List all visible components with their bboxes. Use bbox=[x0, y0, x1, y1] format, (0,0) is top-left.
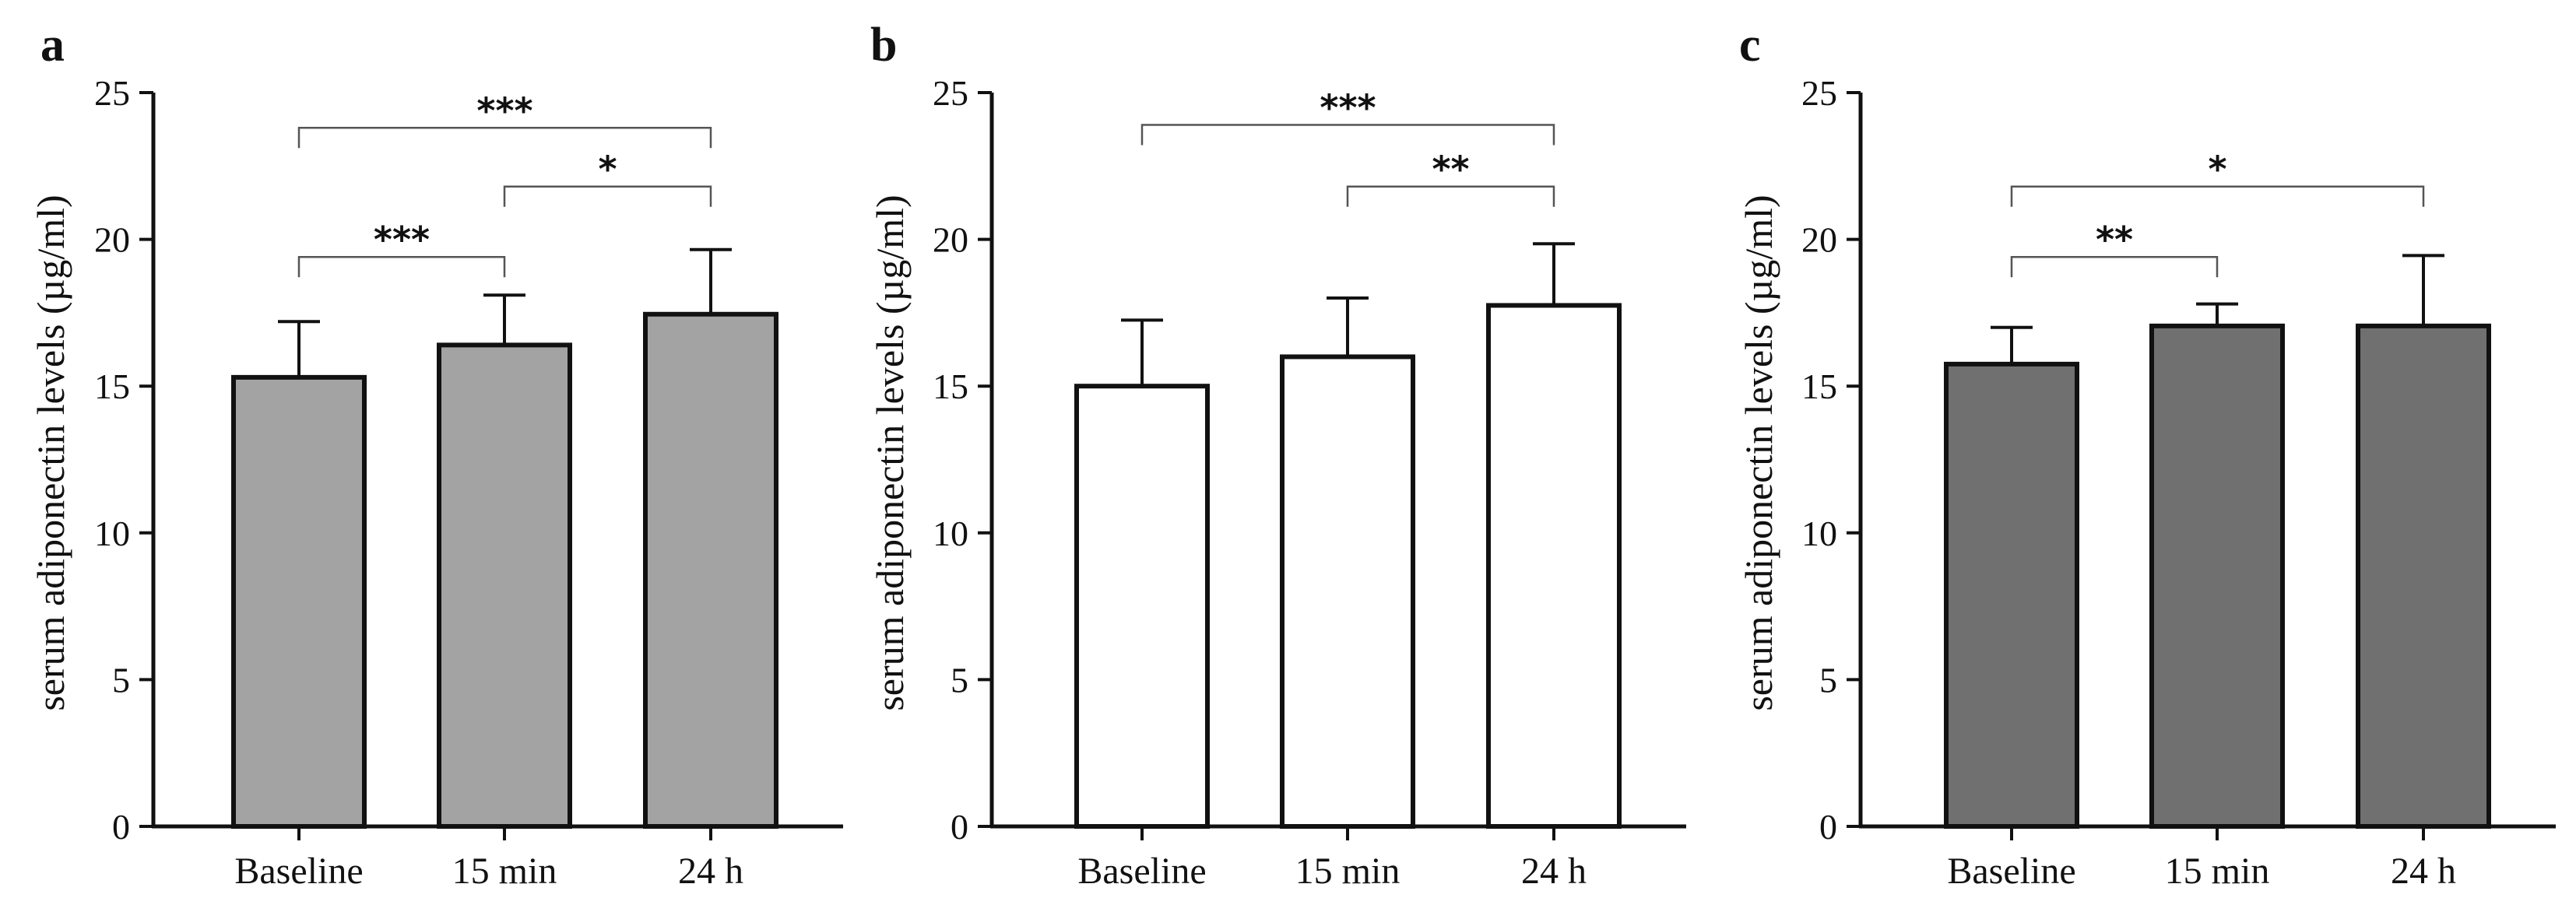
x-tick-label: 15 min bbox=[2165, 851, 2270, 892]
significance-label: ** bbox=[1432, 149, 1469, 191]
y-tick-label: 20 bbox=[933, 220, 968, 260]
y-tick-label: 15 bbox=[1801, 367, 1837, 406]
bar bbox=[437, 342, 572, 829]
y-tick-label: 15 bbox=[94, 367, 130, 406]
x-tick-label: 15 min bbox=[452, 851, 557, 892]
panel-c-letter: c bbox=[1739, 19, 1761, 72]
bar bbox=[1074, 384, 1210, 829]
significance-label: * bbox=[2208, 149, 2226, 191]
significance-bracket bbox=[1346, 185, 1555, 207]
significance-bracket bbox=[2010, 185, 2425, 207]
bar bbox=[2149, 323, 2285, 829]
panel-a-letter: a bbox=[40, 19, 65, 72]
y-tick-label: 10 bbox=[1801, 514, 1837, 553]
y-tick-label: 25 bbox=[94, 73, 130, 113]
y-tick-label: 0 bbox=[951, 807, 968, 847]
significance-bracket bbox=[297, 255, 506, 278]
significance-bracket bbox=[297, 127, 712, 149]
significance-label: *** bbox=[1320, 86, 1376, 128]
y-tick-label: 5 bbox=[951, 660, 968, 700]
y-tick-label: 5 bbox=[1819, 660, 1837, 700]
significance-bracket bbox=[1140, 124, 1555, 146]
bar bbox=[1280, 354, 1415, 830]
bar bbox=[1944, 361, 2079, 830]
x-tick-label: Baseline bbox=[1947, 851, 2075, 892]
panel-b-letter: b bbox=[870, 19, 897, 72]
panel-c: c serum adiponectin levels (µg/ml) 0 5 10 1… bbox=[1737, 19, 2556, 892]
y-tick-label: 25 bbox=[933, 73, 968, 113]
y-tick-label: 0 bbox=[1819, 807, 1837, 847]
panel-c-y-axis-title: serum adiponectin levels (µg/ml) bbox=[1737, 195, 1780, 710]
significance-label: ** bbox=[2096, 219, 2133, 261]
significance-label: *** bbox=[374, 219, 430, 261]
panel-a-y-axis-title: serum adiponectin levels (µg/ml) bbox=[29, 195, 72, 710]
bar bbox=[2356, 323, 2491, 829]
y-tick-label: 20 bbox=[94, 220, 130, 260]
x-tick-label: 15 min bbox=[1295, 851, 1400, 892]
x-tick-label: Baseline bbox=[234, 851, 363, 892]
significance-bracket bbox=[503, 185, 712, 207]
y-tick-label: 25 bbox=[1801, 73, 1837, 113]
bar bbox=[643, 311, 778, 829]
y-tick-label: 10 bbox=[94, 514, 130, 553]
significance-label: *** bbox=[476, 89, 532, 132]
panel-a: a serum adiponectin levels (µg/ml) 0 5 10 1… bbox=[29, 19, 843, 892]
y-tick-label: 10 bbox=[933, 514, 968, 553]
y-tick-label: 15 bbox=[933, 367, 968, 406]
significance-bracket bbox=[2010, 255, 2219, 278]
panel-b-y-axis-title: serum adiponectin levels (µg/ml) bbox=[868, 195, 912, 710]
panel-b: b serum adiponectin levels (µg/ml) 0 5 10 1… bbox=[868, 19, 1686, 892]
x-tick-label: 24 h bbox=[1521, 851, 1587, 892]
significance-label: * bbox=[598, 149, 617, 191]
bar bbox=[1486, 303, 1622, 830]
x-tick-label: 24 h bbox=[2391, 851, 2456, 892]
y-tick-label: 5 bbox=[112, 660, 130, 700]
x-tick-label: 24 h bbox=[678, 851, 743, 892]
bar bbox=[231, 374, 367, 830]
y-tick-label: 20 bbox=[1801, 220, 1837, 260]
x-tick-label: Baseline bbox=[1077, 851, 1206, 892]
y-tick-label: 0 bbox=[112, 807, 130, 847]
